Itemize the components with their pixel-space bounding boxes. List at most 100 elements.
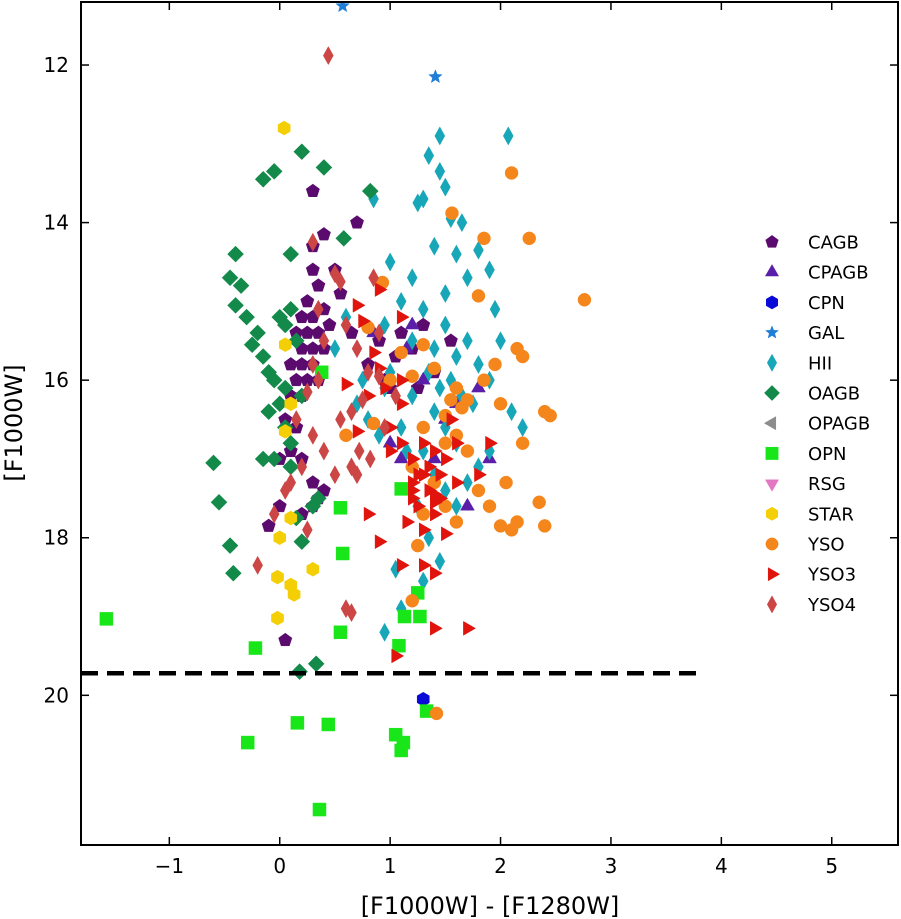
data-point-hii [434, 161, 446, 181]
data-point-hii [384, 252, 396, 272]
legend-label: YSO4 [807, 595, 856, 616]
data-point-yso4 [291, 410, 302, 430]
data-point-hii [412, 193, 424, 213]
data-point-star [277, 120, 291, 136]
legend-marker [765, 537, 779, 551]
data-point-yso [449, 381, 464, 395]
data-point-yso4 [373, 323, 385, 343]
data-point-cagb [443, 333, 458, 347]
data-point-hii [429, 339, 440, 359]
data-point-hii [462, 473, 473, 493]
data-point-cagb [322, 317, 337, 331]
legend-marker [764, 479, 780, 492]
data-point-cpagb [415, 371, 431, 385]
data-point-star [271, 569, 284, 585]
x-tick-label: 3 [605, 854, 618, 878]
data-point-star [278, 337, 292, 352]
data-point-yso4 [364, 449, 376, 469]
data-point-hii [434, 551, 446, 571]
data-point-yso3 [352, 297, 366, 313]
x-tick-label: 2 [494, 854, 507, 878]
legend-marker [764, 264, 780, 277]
data-point-yso [577, 293, 592, 307]
data-point-star [278, 424, 292, 439]
legend-marker [767, 567, 781, 582]
data-point-hii [456, 213, 468, 233]
data-point-yso4 [307, 232, 319, 252]
data-point-hii [489, 299, 501, 319]
data-point-yso4 [329, 465, 341, 485]
legend-label: CAGB [808, 233, 859, 254]
data-point-yso3 [430, 565, 443, 581]
data-point-star [306, 561, 320, 577]
data-point-hii [451, 244, 462, 264]
legend-marker [766, 595, 778, 614]
data-point-opn [333, 625, 348, 640]
data-point-opn [248, 641, 263, 655]
data-point-oagb [276, 316, 294, 334]
data-point-oagb [287, 332, 305, 350]
data-point-yso3 [441, 526, 454, 542]
data-point-yso [537, 519, 552, 533]
data-point-yso3 [430, 506, 443, 522]
data-point-hii [434, 378, 446, 398]
data-point-cpagb [404, 316, 420, 330]
data-point-oagb [361, 182, 379, 200]
data-point-cagb [300, 294, 315, 308]
legend-item-opagb: OPAGB [763, 414, 870, 435]
data-point-cagb [350, 215, 364, 229]
data-point-hii [329, 339, 341, 359]
data-point-opn [312, 802, 327, 817]
data-point-yso4 [318, 441, 330, 461]
data-point-cagb [278, 632, 293, 647]
data-point-hii [423, 528, 435, 548]
data-point-opn [333, 501, 348, 515]
data-point-hii [484, 260, 495, 280]
data-point-hii [434, 126, 446, 146]
series-star [271, 120, 320, 626]
x-tick-label: −1 [155, 854, 184, 878]
data-point-yso4 [323, 46, 334, 66]
legend-marker [764, 385, 780, 401]
data-point-yso3 [380, 380, 394, 396]
data-point-yso3 [391, 648, 405, 664]
data-point-oagb [249, 324, 267, 342]
data-point-cagb [311, 278, 326, 292]
data-point-yso4 [313, 299, 324, 319]
data-point-opn [392, 638, 406, 653]
data-point-star [273, 530, 287, 546]
data-point-yso4 [302, 382, 313, 402]
data-point-oagb [210, 493, 228, 511]
data-point-yso3 [396, 372, 410, 388]
data-point-yso [515, 436, 530, 450]
data-point-yso [416, 420, 431, 435]
data-point-yso [532, 495, 546, 510]
data-point-yso [460, 444, 475, 458]
data-point-yso3 [419, 557, 432, 573]
data-point-yso [471, 289, 486, 303]
legend-item-gal: GAL [765, 323, 844, 344]
data-point-hii [429, 236, 440, 256]
data-point-cagb [305, 262, 320, 276]
y-tick-label: 20 [44, 683, 69, 707]
legend-item-yso: YSO [765, 535, 845, 556]
data-point-yso [477, 231, 491, 246]
data-point-opn [394, 482, 408, 496]
legend-label: CPN [808, 293, 845, 314]
data-point-oagb [221, 269, 239, 287]
data-point-hii [440, 177, 451, 197]
legend-item-hii: HII [766, 353, 832, 374]
data-point-yso3 [413, 467, 427, 483]
legend-marker [765, 235, 779, 248]
data-point-yso4 [390, 386, 401, 406]
data-point-hii [440, 283, 451, 304]
legend-marker [765, 446, 779, 460]
data-point-oagb [282, 434, 300, 452]
data-point-yso [427, 361, 442, 376]
data-point-oagb [293, 143, 311, 161]
data-point-oagb [260, 403, 278, 421]
data-point-yso [493, 397, 508, 411]
data-point-oagb [232, 277, 250, 294]
data-point-oagb [265, 450, 283, 468]
data-point-yso3 [352, 424, 366, 439]
